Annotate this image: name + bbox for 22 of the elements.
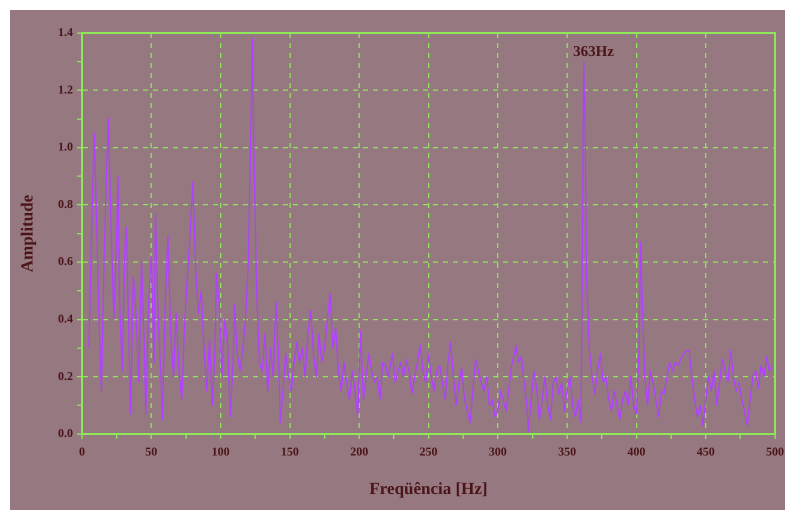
y-tick-label: 0.2 [58,368,73,383]
x-tick-label: 300 [488,444,507,458]
annotation: 363Hz [573,44,614,60]
x-axis-title: Freqüência [Hz] [369,479,488,498]
y-tick-label: 1.4 [58,25,73,40]
y-tick-label: 0.0 [58,426,73,440]
y-tick-label: 1.0 [58,140,73,154]
x-tick-label: 0 [79,444,85,458]
y-axis-title: Amplitude [18,194,37,272]
x-tick-label: 450 [696,444,715,458]
x-tick-label: 400 [627,444,646,458]
y-tick-label: 0.8 [58,196,73,211]
x-tick-label: 250 [420,444,438,458]
x-tick-label: 150 [280,444,299,458]
x-tick-label: 200 [350,444,368,458]
x-tick-label: 350 [558,444,576,458]
y-tick-label: 1.2 [58,82,73,96]
y-tick-label: 0.4 [58,312,73,326]
x-tick-label: 100 [212,444,230,458]
y-tick-label: 0.6 [58,254,73,268]
x-tick-label: 50 [145,444,158,458]
x-tick-label: 500 [766,444,784,458]
